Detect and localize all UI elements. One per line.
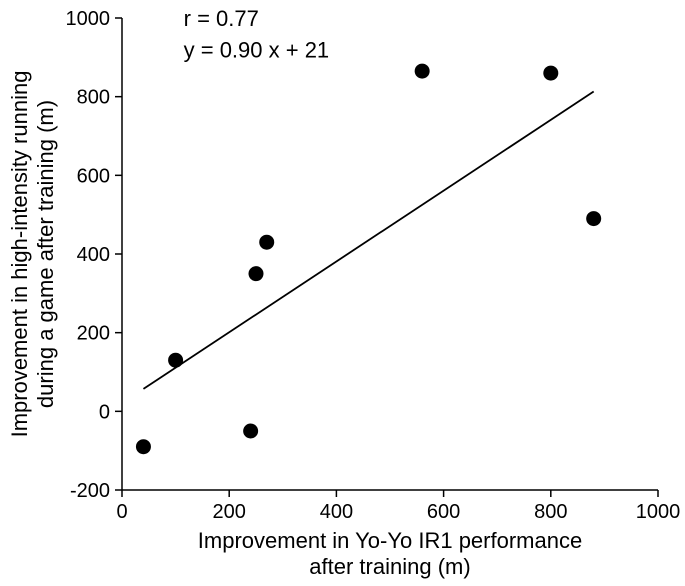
x-axis-label-line1: Improvement in Yo-Yo IR1 performance — [198, 528, 582, 553]
data-point — [415, 64, 430, 79]
x-axis-label-line2: after training (m) — [309, 554, 470, 579]
y-tick-label: 800 — [77, 87, 110, 109]
x-tick-label: 600 — [427, 501, 460, 523]
annotation-r: r = 0.77 — [184, 6, 259, 31]
data-point — [243, 424, 258, 439]
y-axis-label-line1: Improvement in high-intensity running — [7, 71, 32, 438]
y-tick-label: 1000 — [66, 8, 111, 30]
data-point — [136, 439, 151, 454]
data-point — [259, 235, 274, 250]
annotation-eq: y = 0.90 x + 21 — [184, 37, 330, 62]
y-tick-label: 400 — [77, 244, 110, 266]
y-tick-label: 200 — [77, 323, 110, 345]
x-tick-label: 800 — [534, 501, 567, 523]
x-tick-label: 0 — [116, 501, 127, 523]
y-tick-label: -200 — [70, 480, 110, 502]
data-point — [249, 266, 264, 281]
regression-line — [143, 92, 593, 389]
data-point — [586, 211, 601, 226]
data-point — [543, 66, 558, 81]
x-tick-label: 200 — [213, 501, 246, 523]
y-axis-label-line2: during a game after training (m) — [33, 100, 58, 408]
chart-svg: 0 200 400 600 800 1000 -200 0 200 400 600 800 1000 Im… — [0, 0, 685, 586]
x-tick-label: 400 — [320, 501, 353, 523]
y-tick-label: 600 — [77, 165, 110, 187]
scatter-chart: 0 200 400 600 800 1000 -200 0 200 400 600 800 1000 Im… — [0, 0, 685, 586]
y-tick-label: 0 — [99, 401, 110, 423]
x-tick-label: 1000 — [636, 501, 681, 523]
data-point — [168, 353, 183, 368]
